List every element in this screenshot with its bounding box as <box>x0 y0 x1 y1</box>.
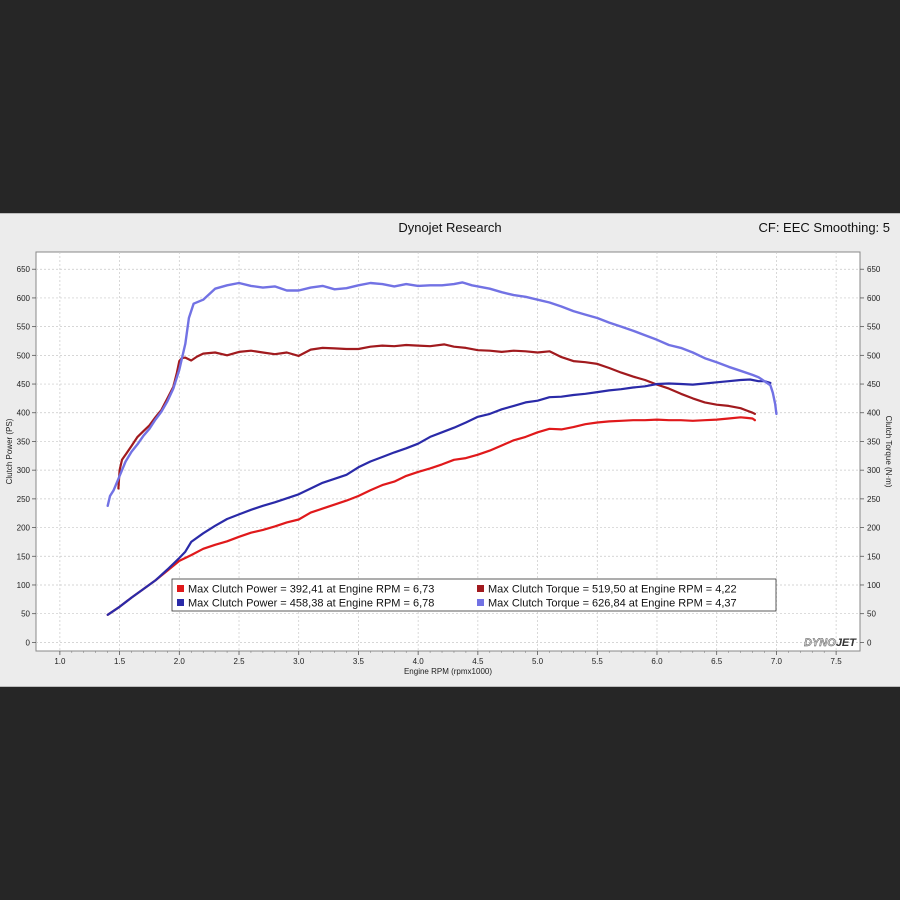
chart-title: Dynojet Research <box>398 220 502 235</box>
chart-panel: Dynojet Research CF: EEC Smoothing: 5 1.… <box>0 213 900 687</box>
x-tick-label: 6.0 <box>651 657 663 666</box>
y-tick-label-right: 100 <box>867 581 881 590</box>
y-tick-label-right: 150 <box>867 552 881 561</box>
x-tick-label: 4.0 <box>413 657 425 666</box>
y-tick-label-left: 50 <box>21 610 30 619</box>
y-tick-label-right: 300 <box>867 466 881 475</box>
y-tick-label-left: 450 <box>17 380 31 389</box>
y-tick-label-right: 450 <box>867 380 881 389</box>
y-tick-label-left: 550 <box>17 323 31 332</box>
x-tick-label: 4.5 <box>472 657 484 666</box>
legend-entry: Max Clutch Power = 458,38 at Engine RPM … <box>188 598 434 610</box>
x-tick-label: 2.0 <box>174 657 186 666</box>
legend: Max Clutch Power = 392,41 at Engine RPM … <box>171 578 777 612</box>
series-lines <box>106 281 778 616</box>
y-tick-label-left: 250 <box>17 495 31 504</box>
y-tick-label-right: 600 <box>867 294 881 303</box>
x-tick-label: 3.0 <box>293 657 305 666</box>
legend-swatch <box>177 585 184 592</box>
legend-entry: Max Clutch Torque = 519,50 at Engine RPM… <box>488 584 737 596</box>
x-tick-label: 2.5 <box>233 657 245 666</box>
series-line-1 <box>106 416 756 616</box>
dynojet-logo: DYNOJET <box>804 637 857 649</box>
y-tick-label-left: 100 <box>17 581 31 590</box>
x-tick-label: 7.5 <box>831 657 843 666</box>
y-tick-label-right: 50 <box>867 610 876 619</box>
axis-ticks: 1.0 1.5 2.0 2.5 3.0 3.5 4.0 4.5 5.0 5.5 6.0 6.5 7.0 7… <box>17 265 881 666</box>
x-tick-label: 6.5 <box>711 657 723 666</box>
y-tick-label-left: 350 <box>17 437 31 446</box>
legend-swatch <box>177 599 184 606</box>
x-tick-label: 3.5 <box>353 657 365 666</box>
y-tick-label-right: 250 <box>867 495 881 504</box>
y-tick-label-right: 650 <box>867 265 881 274</box>
x-tick-label: 5.0 <box>532 657 544 666</box>
y-tick-label-left: 0 <box>26 638 31 647</box>
y-tick-label-right: 200 <box>867 524 881 533</box>
y-tick-label-right: 0 <box>867 638 872 647</box>
legend-box <box>171 578 777 612</box>
x-tick-label: 5.5 <box>592 657 604 666</box>
y-tick-label-right: 400 <box>867 409 881 418</box>
y-tick-label-right: 550 <box>867 323 881 332</box>
legend-entry: Max Clutch Torque = 626,84 at Engine RPM… <box>488 598 737 610</box>
x-tick-label: 1.0 <box>54 657 66 666</box>
y-tick-label-left: 300 <box>17 466 31 475</box>
series-line-4 <box>106 281 778 507</box>
y-axis-label-right: Clutch Torque (N·m) <box>884 416 893 488</box>
legend-swatch <box>477 599 484 606</box>
y-tick-label-right: 500 <box>867 351 881 360</box>
x-tick-label: 7.0 <box>771 657 783 666</box>
series-line-3 <box>106 378 772 616</box>
y-axis-label-left: Clutch Power (PS) <box>5 418 14 484</box>
dyno-chart: 1.0 1.5 2.0 2.5 3.0 3.5 4.0 4.5 5.0 5.5 6.0 6.5 7.0 7… <box>5 251 893 676</box>
correction-factor-label: CF: EEC Smoothing: 5 <box>758 220 891 235</box>
y-tick-label-left: 650 <box>17 265 31 274</box>
y-tick-label-left: 600 <box>17 294 31 303</box>
y-tick-label-left: 500 <box>17 351 31 360</box>
x-axis-label: Engine RPM (rpmx1000) <box>404 667 492 676</box>
legend-swatch <box>477 585 484 592</box>
y-tick-label-left: 400 <box>17 409 31 418</box>
y-tick-label-right: 350 <box>867 437 881 446</box>
y-tick-label-left: 150 <box>17 552 31 561</box>
y-tick-label-left: 200 <box>17 524 31 533</box>
x-tick-label: 1.5 <box>114 657 126 666</box>
legend-entry: Max Clutch Power = 392,41 at Engine RPM … <box>188 584 434 596</box>
